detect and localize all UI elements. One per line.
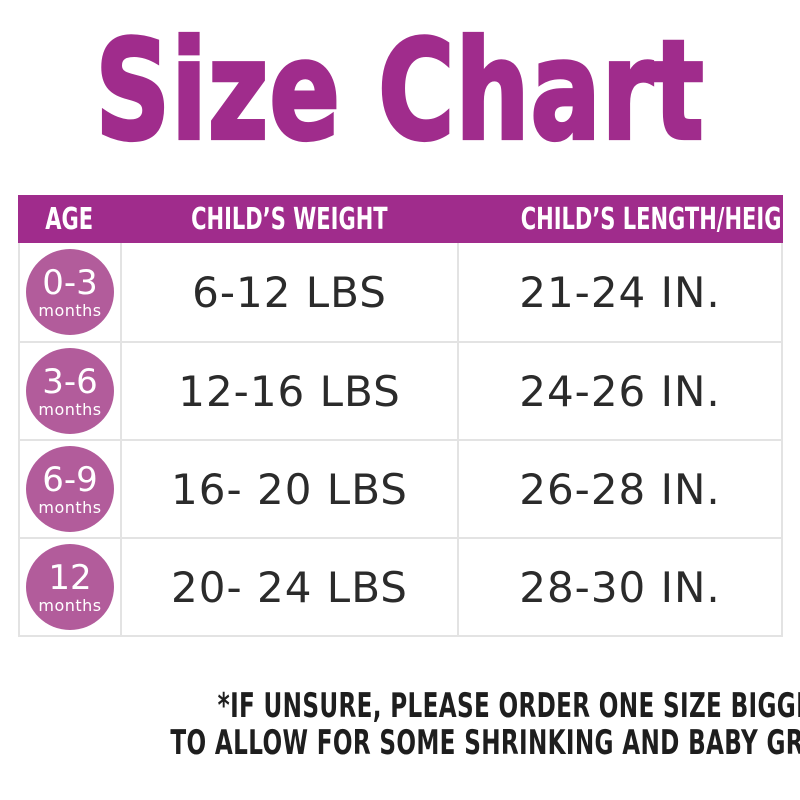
weight-cell: 20- 24 LBS [120,539,457,635]
table-header-row: AGE CHILD’S WEIGHT CHILD’S LENGTH/HEIGHT [18,195,800,243]
age-range: 6-9 [42,459,98,500]
footnote: *IF UNSURE, PLEASE ORDER ONE SIZE BIGGER… [0,686,800,764]
column-header-length: CHILD’S LENGTH/HEIGHT [520,201,800,237]
page-title-text: Size Chart [94,10,705,172]
table-row: 6-9 months 16- 20 LBS 26-28 IN. [20,439,781,537]
size-chart-table: AGE CHILD’S WEIGHT CHILD’S LENGTH/HEIGHT… [18,195,800,637]
age-badge: 6-9 months [26,446,114,532]
weight-value: 6-12 LBS [192,267,387,317]
length-value: 26-28 IN. [519,464,721,514]
weight-cell: 6-12 LBS [120,243,457,341]
length-cell: 26-28 IN. [457,441,781,537]
age-range: 0-3 [42,262,98,303]
table-row: 12 months 20- 24 LBS 28-30 IN. [20,537,781,635]
weight-value: 16- 20 LBS [171,464,408,514]
page-title: Size Chart [0,20,800,161]
length-cell: 21-24 IN. [457,243,781,341]
weight-cell: 16- 20 LBS [120,441,457,537]
length-value: 24-26 IN. [519,366,721,416]
age-badge: 0-3 months [26,249,114,335]
age-unit: months [38,300,102,320]
age-cell: 12 months [20,539,120,635]
length-cell: 28-30 IN. [457,539,781,635]
age-badge: 3-6 months [26,348,114,434]
weight-value: 12-16 LBS [178,366,401,416]
age-badge: 12 months [26,544,114,630]
age-range: 12 [48,557,92,598]
age-cell: 0-3 months [20,243,120,341]
age-range: 3-6 [42,361,98,402]
footnote-line-1: *IF UNSURE, PLEASE ORDER ONE SIZE BIGGER… [217,686,800,726]
age-unit: months [38,595,102,615]
age-unit: months [38,399,102,419]
age-unit: months [38,497,102,517]
table-row: 0-3 months 6-12 LBS 21-24 IN. [20,243,781,341]
table-row: 3-6 months 12-16 LBS 24-26 IN. [20,341,781,439]
length-value: 28-30 IN. [519,562,721,612]
age-cell: 6-9 months [20,441,120,537]
column-header-weight: CHILD’S WEIGHT [190,201,388,237]
weight-cell: 12-16 LBS [120,343,457,439]
footnote-line-2: TO ALLOW FOR SOME SHRINKING AND BABY GRO… [170,723,800,764]
age-cell: 3-6 months [20,343,120,439]
weight-value: 20- 24 LBS [171,562,408,612]
length-value: 21-24 IN. [519,267,721,317]
length-cell: 24-26 IN. [457,343,781,439]
column-header-age: AGE [45,201,93,237]
table-body: 0-3 months 6-12 LBS 21-24 IN. 3-6 months… [18,243,783,637]
